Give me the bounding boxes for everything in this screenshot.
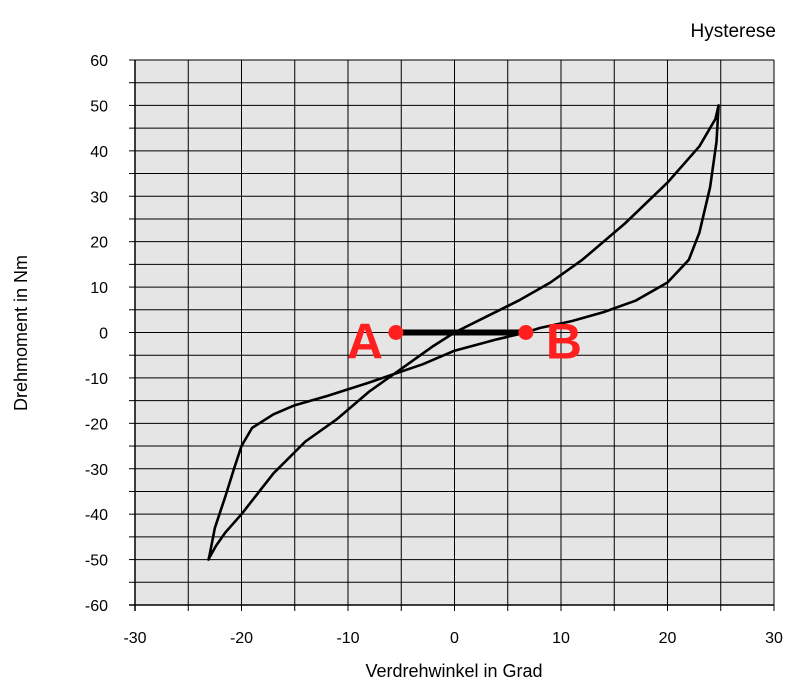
y-tick-label: 30 — [90, 189, 108, 206]
y-tick-label: 50 — [90, 98, 108, 115]
y-tick-label: 40 — [90, 144, 108, 161]
y-axis-label: Drehmoment in Nm — [11, 255, 31, 411]
y-tick-label: -60 — [85, 598, 108, 615]
x-tick-label: 0 — [450, 630, 459, 647]
x-tick-label: -20 — [230, 630, 253, 647]
point-b-marker — [518, 325, 534, 340]
grid-lines — [134, 59, 775, 606]
axes: 60 50 40 30 20 10 0 -10 -20 -30 -40 -50 -60 -30 -20 -10… — [85, 53, 783, 647]
point-a-label: A — [347, 314, 383, 370]
y-tick-label: 10 — [90, 280, 108, 297]
point-b-label: B — [546, 314, 582, 370]
hysteresis-curve — [207, 104, 720, 561]
y-tick-label: -20 — [85, 416, 108, 433]
chart-title: Hysterese — [690, 21, 776, 42]
x-tick-label: -30 — [123, 630, 146, 647]
y-tick-label: -30 — [85, 462, 108, 479]
y-tick-label: 0 — [99, 326, 108, 343]
y-tick-label: -50 — [85, 553, 108, 570]
y-tick-label: -40 — [85, 507, 108, 524]
x-tick-label: -10 — [336, 630, 359, 647]
y-tick-label: 60 — [90, 53, 108, 70]
point-a-marker — [388, 325, 404, 340]
x-axis-label: Verdrehwinkel in Grad — [365, 661, 542, 681]
y-tick-label: 20 — [90, 235, 108, 252]
x-tick-label: 30 — [765, 630, 783, 647]
y-tick-label: -10 — [85, 371, 108, 388]
x-tick-label: 20 — [659, 630, 677, 647]
data-series — [207, 104, 720, 561]
x-tick-label: 10 — [552, 630, 570, 647]
